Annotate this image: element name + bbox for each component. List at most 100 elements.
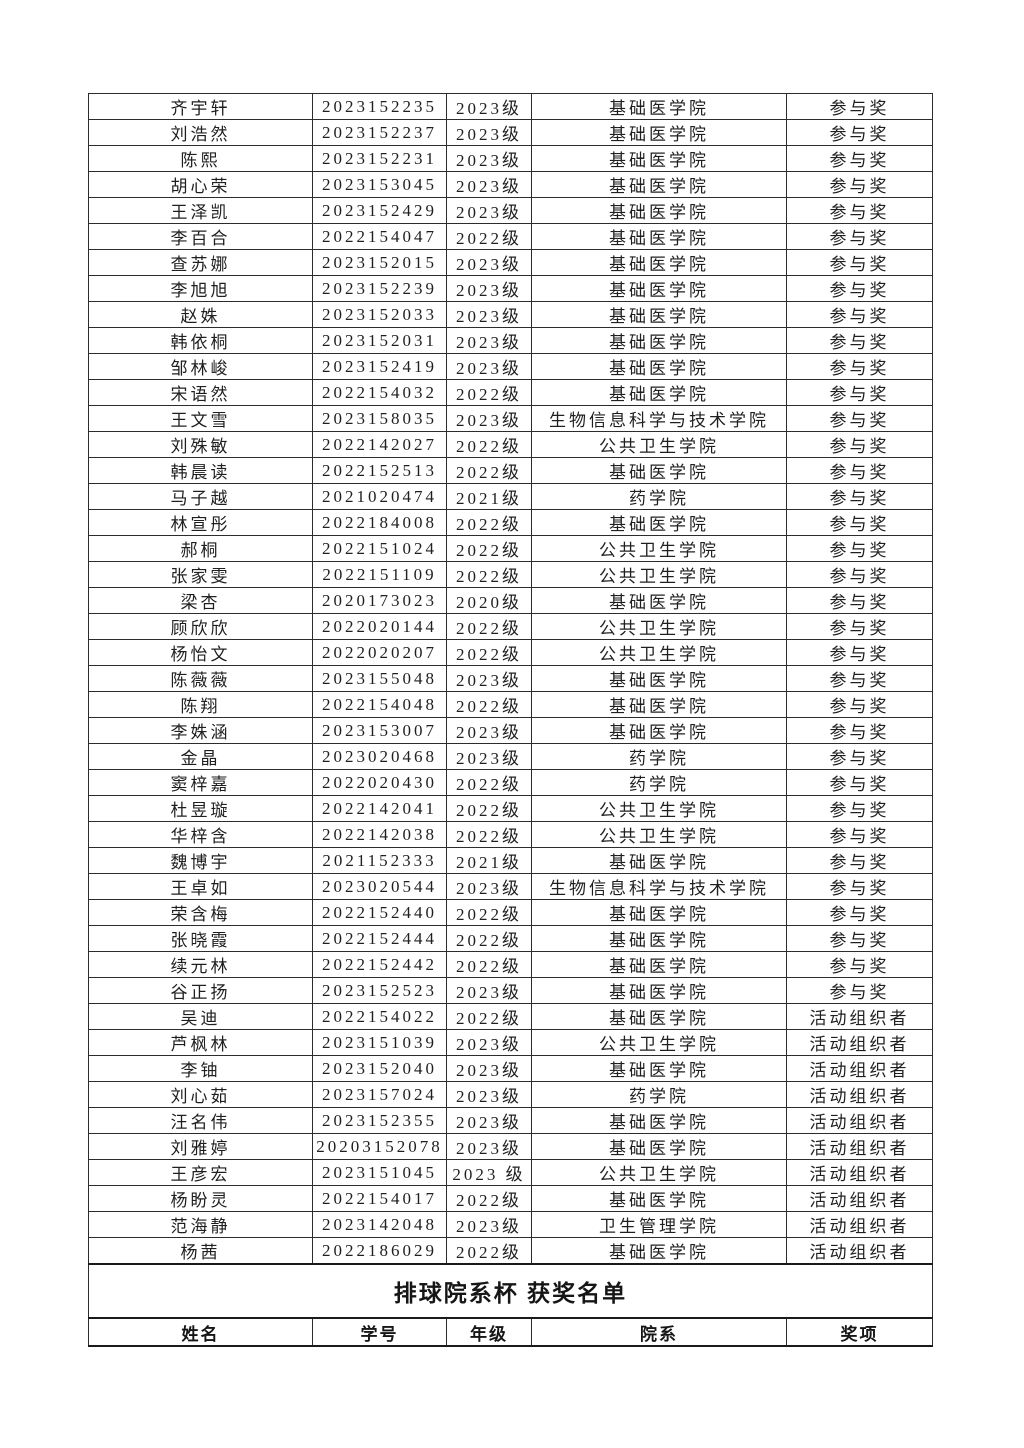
cell-department: 基础医学院 <box>531 327 787 354</box>
cell-award: 参与奖 <box>786 977 933 1004</box>
cell-name: 陈薇薇 <box>88 665 313 692</box>
table-row: 杨盼灵 2022154017 2022级 基础医学院 活动组织者 <box>88 1185 933 1212</box>
table-row: 魏博宇 2021152333 2021级 基础医学院 参与奖 <box>88 847 933 874</box>
cell-award: 参与奖 <box>786 509 933 536</box>
table-row: 李旭旭 2023152239 2023级 基础医学院 参与奖 <box>88 275 933 302</box>
cell-student-id: 2022151109 <box>312 561 447 588</box>
cell-name: 金晶 <box>88 743 313 770</box>
cell-grade: 2023级 <box>446 197 532 224</box>
cell-award: 活动组织者 <box>786 1133 933 1160</box>
cell-award: 参与奖 <box>786 431 933 458</box>
cell-student-id: 2022152513 <box>312 457 447 484</box>
header-cell: 院系 <box>531 1317 787 1347</box>
cell-department: 基础医学院 <box>531 587 787 614</box>
cell-student-id: 2023152429 <box>312 197 447 224</box>
cell-name: 李百合 <box>88 223 313 250</box>
cell-student-id: 2022020430 <box>312 769 447 796</box>
cell-department: 卫生管理学院 <box>531 1211 787 1238</box>
cell-award: 参与奖 <box>786 119 933 146</box>
cell-name: 张晓霞 <box>88 925 313 952</box>
cell-name: 杨茜 <box>88 1237 313 1265</box>
cell-award: 参与奖 <box>786 665 933 692</box>
cell-name: 范海静 <box>88 1211 313 1238</box>
table-row: 林宣彤 2022184008 2022级 基础医学院 参与奖 <box>88 509 933 536</box>
cell-grade: 2022级 <box>446 535 532 562</box>
cell-grade: 2021级 <box>446 483 532 510</box>
cell-name: 王彦宏 <box>88 1159 313 1186</box>
cell-name: 齐宇轩 <box>88 93 313 120</box>
cell-department: 基础医学院 <box>531 509 787 536</box>
cell-grade: 2022级 <box>446 457 532 484</box>
cell-award: 参与奖 <box>786 821 933 848</box>
cell-student-id: 2022154048 <box>312 691 447 718</box>
cell-department: 基础医学院 <box>531 1055 787 1082</box>
cell-name: 刘心茹 <box>88 1081 313 1108</box>
cell-grade: 2022级 <box>446 431 532 458</box>
cell-award: 参与奖 <box>786 925 933 952</box>
cell-name: 吴迪 <box>88 1003 313 1030</box>
cell-student-id: 2023142048 <box>312 1211 447 1238</box>
cell-department: 基础医学院 <box>531 665 787 692</box>
cell-grade: 2022级 <box>446 769 532 796</box>
cell-award: 参与奖 <box>786 379 933 406</box>
cell-grade: 2022级 <box>446 925 532 952</box>
cell-name: 赵姝 <box>88 301 313 328</box>
cell-name: 王文雪 <box>88 405 313 432</box>
cell-award: 活动组织者 <box>786 1211 933 1238</box>
cell-student-id: 2023151045 <box>312 1159 447 1186</box>
cell-name: 芦枫林 <box>88 1029 313 1056</box>
cell-grade: 2022级 <box>446 639 532 666</box>
cell-grade: 2023级 <box>446 1029 532 1056</box>
cell-grade: 2023级 <box>446 1211 532 1238</box>
cell-grade: 2022级 <box>446 1003 532 1030</box>
cell-grade: 2022级 <box>446 379 532 406</box>
table-row: 范海静 2023142048 2023级 卫生管理学院 活动组织者 <box>88 1211 933 1238</box>
cell-department: 基础医学院 <box>531 223 787 250</box>
cell-award: 活动组织者 <box>786 1159 933 1186</box>
cell-grade: 2022级 <box>446 795 532 822</box>
cell-student-id: 2023152355 <box>312 1107 447 1134</box>
cell-name: 韩晨读 <box>88 457 313 484</box>
cell-student-id: 2023020544 <box>312 873 447 900</box>
cell-grade: 2023级 <box>446 301 532 328</box>
cell-grade: 2022级 <box>446 509 532 536</box>
cell-student-id: 2021020474 <box>312 483 447 510</box>
cell-grade: 2023级 <box>446 1055 532 1082</box>
cell-student-id: 2022152444 <box>312 925 447 952</box>
table-row: 刘心茹 2023157024 2023级 药学院 活动组织者 <box>88 1081 933 1108</box>
cell-name: 梁杏 <box>88 587 313 614</box>
cell-award: 参与奖 <box>786 223 933 250</box>
cell-name: 张家雯 <box>88 561 313 588</box>
cell-award: 参与奖 <box>786 353 933 380</box>
cell-name: 韩依桐 <box>88 327 313 354</box>
cell-grade: 2023级 <box>446 1081 532 1108</box>
table-row: 顾欣欣 2022020144 2022级 公共卫生学院 参与奖 <box>88 613 933 640</box>
table-row: 陈熙 2023152231 2023级 基础医学院 参与奖 <box>88 145 933 172</box>
cell-grade: 2023级 <box>446 665 532 692</box>
cell-grade: 2023级 <box>446 1107 532 1134</box>
cell-grade: 2023级 <box>446 171 532 198</box>
cell-name: 邹林峻 <box>88 353 313 380</box>
table-row: 窦梓嘉 2022020430 2022级 药学院 参与奖 <box>88 769 933 796</box>
table-row: 陈薇薇 2023155048 2023级 基础医学院 参与奖 <box>88 665 933 692</box>
cell-award: 参与奖 <box>786 301 933 328</box>
cell-name: 杜昱璇 <box>88 795 313 822</box>
cell-department: 公共卫生学院 <box>531 431 787 458</box>
cell-award: 参与奖 <box>786 691 933 718</box>
cell-department: 基础医学院 <box>531 301 787 328</box>
cell-award: 参与奖 <box>786 483 933 510</box>
table-row: 胡心荣 2023153045 2023级 基础医学院 参与奖 <box>88 171 933 198</box>
cell-department: 基础医学院 <box>531 925 787 952</box>
cell-student-id: 2023152231 <box>312 145 447 172</box>
cell-department: 基础医学院 <box>531 457 787 484</box>
table-row: 金晶 2023020468 2023级 药学院 参与奖 <box>88 743 933 770</box>
cell-student-id: 2023155048 <box>312 665 447 692</box>
table-row: 查苏娜 2023152015 2023级 基础医学院 参与奖 <box>88 249 933 276</box>
table-row: 杜昱璇 2022142041 2022级 公共卫生学院 参与奖 <box>88 795 933 822</box>
table-row: 王彦宏 2023151045 2023 级公共卫生学院 活动组织者 <box>88 1159 933 1186</box>
cell-department: 基础医学院 <box>531 1237 787 1265</box>
cell-student-id: 2022142038 <box>312 821 447 848</box>
table-row: 李姝涵 2023153007 2023级 基础医学院 参与奖 <box>88 717 933 744</box>
table-row: 马子越 2021020474 2021级 药学院 参与奖 <box>88 483 933 510</box>
cell-student-id: 2022151024 <box>312 535 447 562</box>
